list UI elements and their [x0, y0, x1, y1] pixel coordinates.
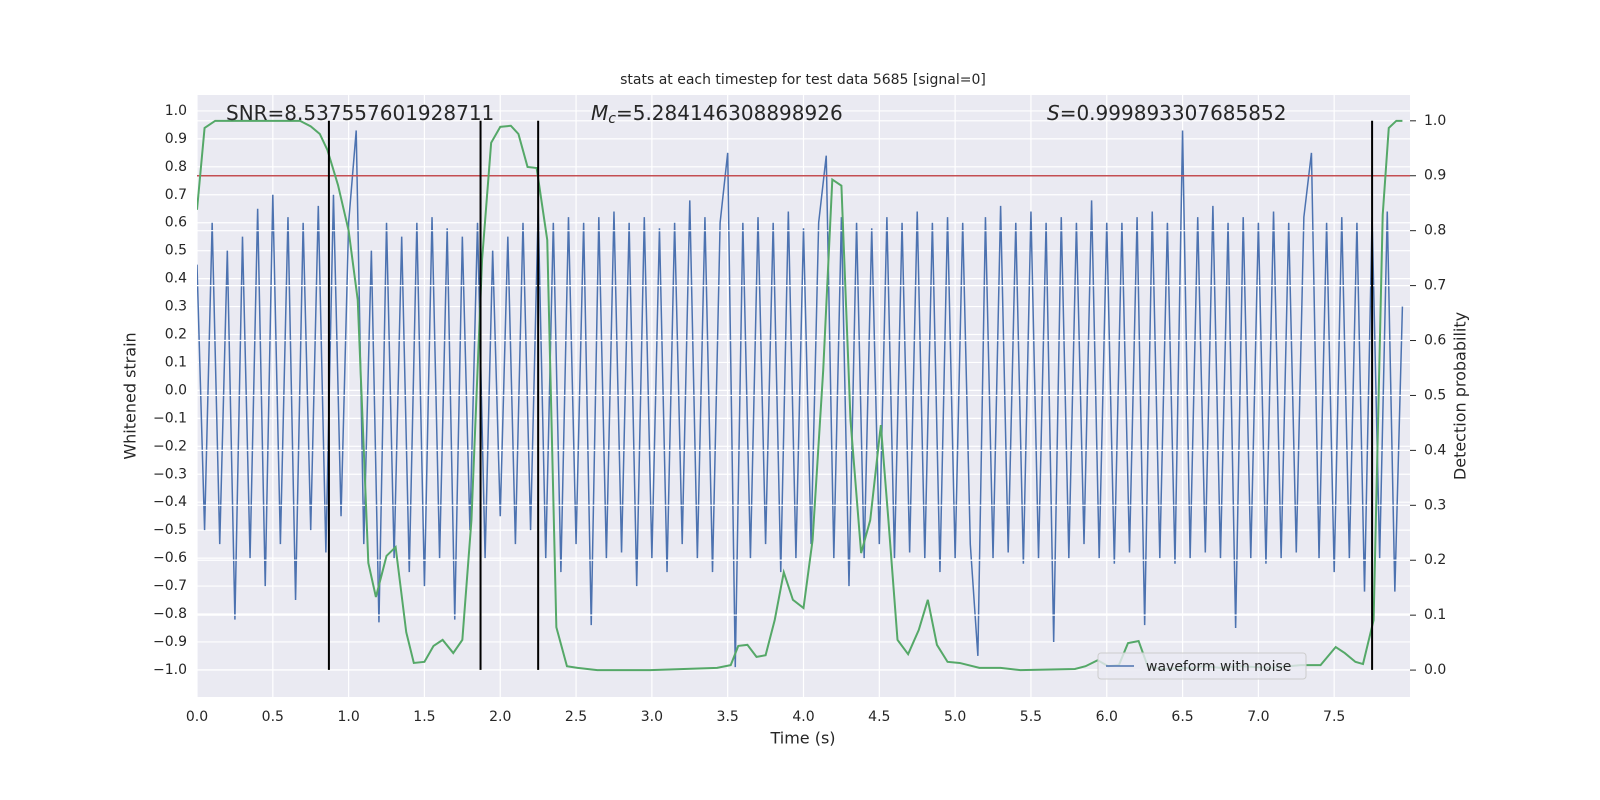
x-tick-label: 4.5 — [868, 709, 890, 725]
x-tick-label: 5.0 — [944, 709, 966, 725]
y-tick-label: −0.3 — [153, 466, 187, 482]
y-tick-label: 0.5 — [165, 243, 187, 259]
y2-tick-label: 0.4 — [1424, 442, 1446, 458]
x-tick-label: 0.5 — [262, 709, 284, 725]
annotation-text: =5.284146308898926 — [616, 101, 843, 125]
chart-title: stats at each timestep for test data 568… — [620, 72, 986, 88]
legend-label: waveform with noise — [1146, 659, 1291, 675]
y-tick-label: −0.4 — [153, 494, 187, 510]
y-tick-label: −0.2 — [153, 438, 187, 454]
legend: waveform with noise — [1097, 652, 1307, 680]
y-axis-label: Whitened strain — [121, 332, 140, 459]
y-tick-label: 1.0 — [165, 103, 187, 119]
y2-tick-label: 0.8 — [1424, 223, 1446, 239]
annotation-text: =0.999893307685852 — [1060, 101, 1287, 125]
y-tick-label: 0.2 — [165, 327, 187, 343]
y-tick-label: −0.8 — [153, 606, 187, 622]
y-tick-label: −0.7 — [153, 578, 187, 594]
x-tick-label: 6.0 — [1096, 709, 1118, 725]
y-tick-label: 0.7 — [165, 187, 187, 203]
y2-tick-label: 1.0 — [1424, 113, 1446, 129]
annotation-symbol: S — [1047, 101, 1060, 125]
annotation: SNR=8.537557601928711 — [226, 101, 494, 125]
x-tick-label: 5.5 — [1020, 709, 1042, 725]
x-tick-label: 2.5 — [565, 709, 587, 725]
y2-tick-label: 0.3 — [1424, 497, 1446, 513]
y2-tick-label: 0.6 — [1424, 333, 1446, 349]
legend-box — [1097, 652, 1307, 680]
plot-layer — [197, 95, 1410, 697]
y-tick-label: 0.9 — [165, 131, 187, 147]
y-tick-label: −0.1 — [153, 410, 187, 426]
x-tick-label: 3.0 — [641, 709, 663, 725]
y-tick-label: 0.3 — [165, 299, 187, 315]
annotation-text: SNR=8.537557601928711 — [226, 101, 494, 125]
y2-tick-label: 0.0 — [1424, 662, 1446, 678]
y2-tick-label: 0.7 — [1424, 278, 1446, 294]
y-tick-label: −1.0 — [153, 662, 187, 678]
y-tick-label: 0.0 — [165, 382, 187, 398]
y-tick-label: 0.1 — [165, 354, 187, 370]
x-tick-label: 6.5 — [1171, 709, 1193, 725]
y2-tick-label: 0.5 — [1424, 387, 1446, 403]
x-tick-label: 7.0 — [1247, 709, 1269, 725]
x-axis-label: Time (s) — [769, 729, 835, 748]
annotation-subscript: c — [608, 111, 616, 127]
y-tick-label: 0.4 — [165, 271, 187, 287]
y-tick-label: 0.6 — [165, 215, 187, 231]
y-tick-label: −0.5 — [153, 522, 187, 538]
y-tick-label: −0.9 — [153, 634, 187, 650]
x-tick-label: 0.0 — [186, 709, 208, 725]
y2-tick-label: 0.1 — [1424, 607, 1446, 623]
x-tick-label: 1.5 — [413, 709, 435, 725]
y-tick-label: 0.8 — [165, 159, 187, 175]
x-tick-label: 7.5 — [1323, 709, 1345, 725]
annotation-symbol: M — [591, 101, 608, 125]
annotation: Mc=5.284146308898926 — [591, 101, 843, 128]
annotation: S=0.999893307685852 — [1047, 101, 1286, 125]
y-tick-label: −0.6 — [153, 550, 187, 566]
y2-tick-label: 0.9 — [1424, 168, 1446, 184]
y2-tick-label: 0.2 — [1424, 552, 1446, 568]
x-tick-label: 4.0 — [792, 709, 814, 725]
x-tick-label: 1.0 — [337, 709, 359, 725]
y2-axis-label: Detection probability — [1451, 312, 1470, 480]
series-line — [197, 130, 1404, 668]
x-tick-label: 3.5 — [717, 709, 739, 725]
x-tick-label: 2.0 — [489, 709, 511, 725]
